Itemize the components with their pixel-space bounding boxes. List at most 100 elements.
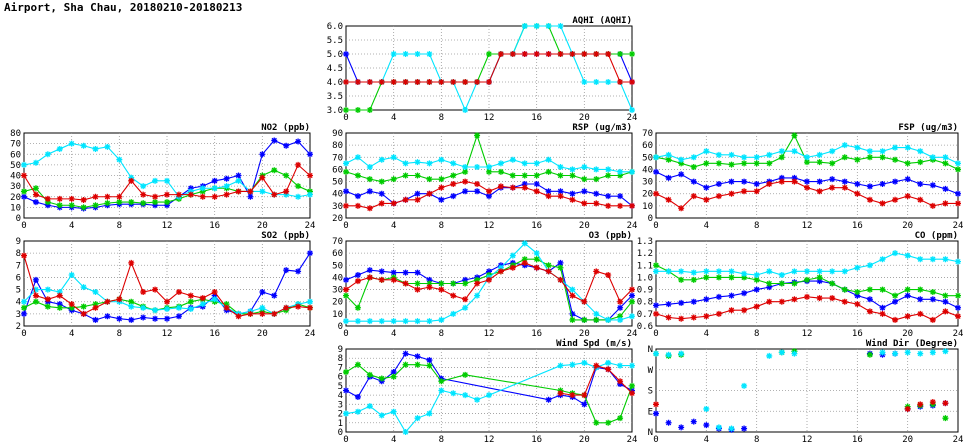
data-point-series-3 [211,185,218,192]
y-tick-label: 80 [332,141,343,151]
data-point-series-4 [593,362,600,369]
data-point-series-4 [569,196,576,203]
data-point-series-2 [715,274,722,281]
data-point-series-2 [791,132,798,139]
y-tick-label: 0 [648,214,653,224]
data-point-series-3 [854,264,861,271]
data-point-series-1 [879,304,886,311]
data-point-series-3 [791,350,798,357]
data-point-series-4 [128,259,135,266]
data-point-series-4 [378,79,385,85]
data-point-series-3 [366,403,373,410]
data-point-series-1 [92,316,99,323]
data-point-series-4 [44,195,51,202]
data-point-series-2 [866,286,873,293]
y-tick-label: 1 [338,419,343,429]
data-point-series-3 [653,268,659,275]
data-point-series-1 [366,188,373,195]
data-point-series-1 [715,181,722,187]
data-point-series-4 [474,79,481,85]
data-point-series-3 [474,292,481,299]
data-point-series-1 [703,422,710,429]
data-point-series-2 [56,304,63,311]
data-point-series-4 [593,268,600,275]
x-tick-label: 24 [627,113,638,123]
x-tick-label: 0 [343,221,348,231]
data-point-series-4 [653,401,659,408]
data-point-series-3 [414,318,421,325]
y-tick-label: 7 [16,261,21,271]
data-point-series-4 [140,289,147,295]
y-tick-label: 1.0 [637,273,653,283]
x-tick-label: 8 [117,221,122,231]
data-point-series-4 [791,178,798,185]
series-line-series-1 [23,139,311,209]
data-point-series-4 [509,264,516,271]
data-point-series-2 [343,168,349,175]
x-tick-label: 20 [579,221,590,231]
x-tick-label: 24 [305,329,316,339]
y-tick-label: 9 [338,345,343,355]
data-point-series-1 [715,293,722,300]
x-tick-label: 4 [391,113,396,123]
y-tick-label: S [648,387,653,397]
data-point-series-3 [80,142,87,149]
data-point-series-3 [728,151,735,158]
data-point-series-1 [569,310,576,317]
data-point-series-2 [829,160,836,167]
data-point-series-3 [703,148,710,155]
data-point-series-3 [557,23,564,29]
data-point-series-3 [753,154,760,161]
data-point-series-1 [402,269,409,276]
data-point-series-4 [128,177,135,184]
data-point-series-1 [791,174,798,181]
data-point-series-4 [617,298,624,305]
data-point-series-3 [605,79,612,85]
data-point-series-2 [378,375,385,382]
data-point-series-3 [390,408,397,415]
data-point-series-3 [414,415,421,422]
data-point-series-3 [211,296,218,303]
data-point-series-2 [92,301,99,308]
data-point-series-3 [474,164,481,170]
data-point-series-3 [678,268,685,275]
data-point-series-1 [892,298,899,305]
data-point-series-2 [617,51,624,57]
data-point-series-3 [605,359,612,366]
data-point-series-3 [295,193,302,200]
data-point-series-2 [917,286,924,293]
data-point-series-2 [68,304,75,311]
data-point-series-2 [164,199,170,206]
data-point-series-2 [56,202,63,209]
data-point-series-1 [678,299,685,306]
data-point-series-1 [741,425,748,432]
page-title: Airport, Sha Chau, 20180210-20180213 [4,1,243,14]
data-point-series-2 [497,168,504,175]
data-point-series-2 [140,200,147,207]
data-point-series-4 [593,200,600,207]
y-tick-label: 5 [16,286,21,296]
x-tick-label: 12 [802,435,813,445]
data-point-series-1 [904,292,911,299]
data-point-series-4 [545,268,552,275]
y-tick-label: 70 [10,140,21,150]
data-point-series-3 [569,286,576,293]
data-point-series-2 [80,303,87,310]
data-point-series-4 [533,188,540,195]
data-point-series-4 [438,286,445,293]
data-point-series-2 [354,107,361,113]
y-tick-label: 80 [10,129,21,139]
x-tick-label: 4 [391,435,396,445]
data-point-series-2 [942,160,949,167]
data-point-series-2 [223,301,230,308]
data-point-series-4 [942,200,949,207]
data-point-series-1 [617,304,624,311]
x-tick-label: 12 [484,221,495,231]
y-tick-label: 60 [332,249,343,259]
data-point-series-2 [438,280,445,287]
data-point-series-1 [929,296,936,303]
x-tick-label: 12 [802,221,813,231]
data-point-series-2 [21,188,27,195]
data-point-series-4 [223,191,230,198]
